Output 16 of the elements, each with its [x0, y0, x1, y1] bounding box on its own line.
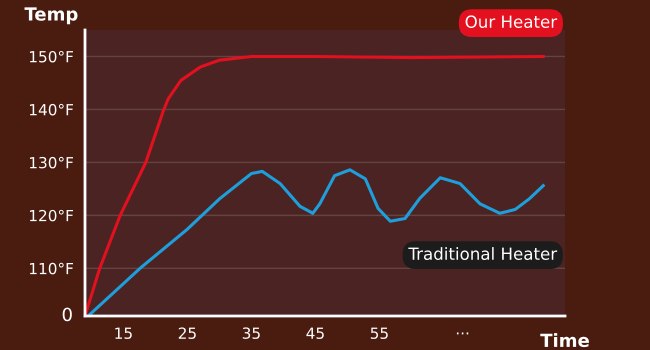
- y-tick-label: 150°F: [30, 50, 73, 63]
- y-axis-title: Temp: [24, 7, 78, 24]
- text: 0: [62, 308, 72, 322]
- y-tick-label: 130°F: [30, 156, 73, 168]
- x-tick-label: 45: [306, 328, 324, 339]
- x-tick-label: 25: [178, 327, 196, 339]
- series-label: Traditional Heater: [408, 247, 558, 260]
- x-axis-title: Time: [540, 333, 589, 348]
- x-tick-label: ···: [456, 332, 468, 334]
- y-tick-label: 110°F: [30, 262, 73, 274]
- x-tick-label: 35: [242, 327, 260, 339]
- y-tick-label: 120°F: [30, 210, 73, 222]
- x-tick-label: 55: [370, 328, 388, 339]
- series-label: Our Heater: [466, 15, 558, 28]
- y-tick-label: 140°F: [30, 104, 73, 116]
- x-tick-label: 15: [115, 328, 132, 339]
